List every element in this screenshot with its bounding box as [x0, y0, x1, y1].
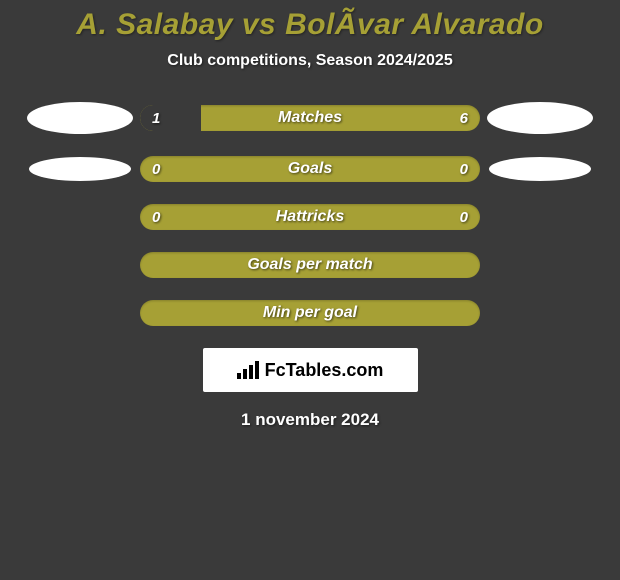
left-avatar-col — [20, 102, 140, 134]
logo-text: FcTables.com — [265, 360, 384, 381]
date-text: 1 november 2024 — [0, 410, 620, 430]
player-avatar-right — [487, 102, 593, 134]
player-avatar-right — [489, 157, 591, 181]
stat-bar: Min per goal — [140, 300, 480, 326]
stat-bar: 00Goals — [140, 156, 480, 182]
stat-row: 16Matches — [0, 102, 620, 134]
right-avatar-col — [480, 157, 600, 181]
stat-label: Goals — [140, 156, 480, 182]
player-avatar-left — [27, 102, 133, 134]
stat-row: Min per goal — [0, 300, 620, 326]
logo: FcTables.com — [237, 360, 384, 381]
bars-icon — [237, 361, 259, 379]
logo-box: FcTables.com — [203, 348, 418, 392]
stats-comparison: A. Salabay vs BolÃ­var Alvarado Club com… — [0, 0, 620, 430]
stat-row: Goals per match — [0, 252, 620, 278]
stat-bar: 16Matches — [140, 105, 480, 131]
stat-row: 00Goals — [0, 156, 620, 182]
stat-label: Matches — [140, 105, 480, 131]
stat-label: Min per goal — [140, 300, 480, 326]
stat-bar: 00Hattricks — [140, 204, 480, 230]
player-avatar-left — [29, 157, 131, 181]
stat-row: 00Hattricks — [0, 204, 620, 230]
stat-label: Hattricks — [140, 204, 480, 230]
stats-rows: 16Matches 00Goals 00Hattricks Goals per mat… — [0, 102, 620, 326]
stat-bar: Goals per match — [140, 252, 480, 278]
season-subtitle: Club competitions, Season 2024/2025 — [0, 52, 620, 70]
page-title: A. Salabay vs BolÃ­var Alvarado — [0, 8, 620, 42]
right-avatar-col — [480, 102, 600, 134]
stat-label: Goals per match — [140, 252, 480, 278]
left-avatar-col — [20, 157, 140, 181]
